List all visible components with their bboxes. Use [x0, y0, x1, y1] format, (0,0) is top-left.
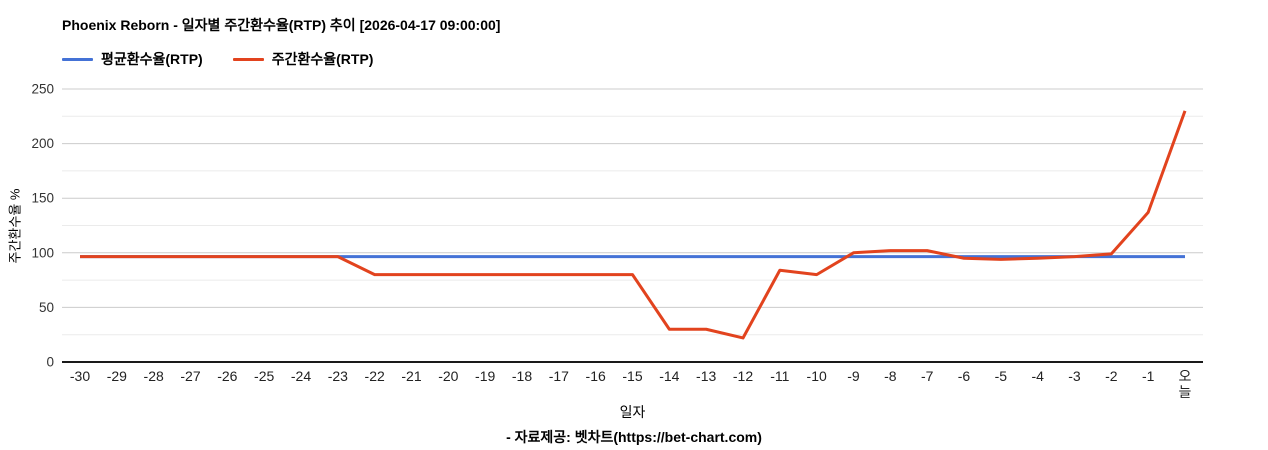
x-tick-label: -27: [180, 368, 200, 384]
legend-item-average-rtp: 평균환수율(RTP): [62, 49, 203, 69]
legend: 평균환수율(RTP) 주간환수율(RTP): [62, 49, 373, 69]
x-tick-label: -16: [586, 368, 606, 384]
legend-label-average-rtp: 평균환수율(RTP): [101, 51, 203, 67]
x-tick-label: -25: [254, 368, 274, 384]
x-tick-label: -21: [401, 368, 421, 384]
x-tick-label: -17: [549, 368, 569, 384]
x-tick-label: -28: [144, 368, 164, 384]
x-tick-label: 오: [1179, 368, 1192, 384]
chart-title: Phoenix Reborn - 일자별 주간환수율(RTP) 추이 [2026…: [62, 17, 501, 33]
legend-item-weekly-rtp: 주간환수율(RTP): [232, 49, 374, 69]
x-tick-label: -8: [884, 368, 897, 384]
x-tick-label: -20: [438, 368, 458, 384]
source-attribution: - 자료제공: 벳차트(https://bet-chart.com): [506, 429, 762, 445]
x-tick-label: -29: [107, 368, 127, 384]
x-tick-label: -30: [70, 368, 90, 384]
legend-label-weekly-rtp: 주간환수율(RTP): [271, 51, 374, 67]
x-tick-label: -4: [1031, 368, 1044, 384]
x-tick-label: -3: [1068, 368, 1081, 384]
y-tick-label: 0: [46, 355, 54, 370]
x-tick-label: -10: [807, 368, 827, 384]
y-tick-label: 250: [31, 82, 54, 97]
x-tick-label: -7: [921, 368, 934, 384]
legend-swatch-average-icon: [62, 57, 93, 61]
x-tick-label: 늘: [1179, 384, 1192, 400]
x-tick-label: -19: [475, 368, 495, 384]
x-tick-label: -11: [770, 368, 789, 384]
x-tick-label: -14: [659, 368, 679, 384]
x-tick-label: -15: [622, 368, 642, 384]
x-axis-title: 일자: [619, 404, 646, 420]
x-tick-label: -24: [291, 368, 311, 384]
x-tick-label: -5: [995, 368, 1008, 384]
x-tick-label: -9: [847, 368, 860, 384]
x-tick-label: -23: [328, 368, 348, 384]
y-tick-label: 200: [31, 136, 54, 151]
x-tick-label: -1: [1142, 368, 1155, 384]
x-tick-label: -13: [696, 368, 716, 384]
y-tick-label: 50: [39, 300, 54, 315]
x-tick-label: -22: [365, 368, 385, 384]
y-tick-label: 100: [31, 245, 54, 260]
y-tick-label: 150: [31, 191, 54, 206]
x-tick-label: -12: [733, 368, 753, 384]
x-tick-label: -26: [217, 368, 237, 384]
x-tick-label: -6: [958, 368, 971, 384]
x-tick-label: -18: [512, 368, 532, 384]
series-line-weekly-rtp: [80, 110, 1187, 340]
x-tick-label: -2: [1105, 368, 1118, 384]
legend-swatch-weekly-icon: [232, 57, 264, 61]
